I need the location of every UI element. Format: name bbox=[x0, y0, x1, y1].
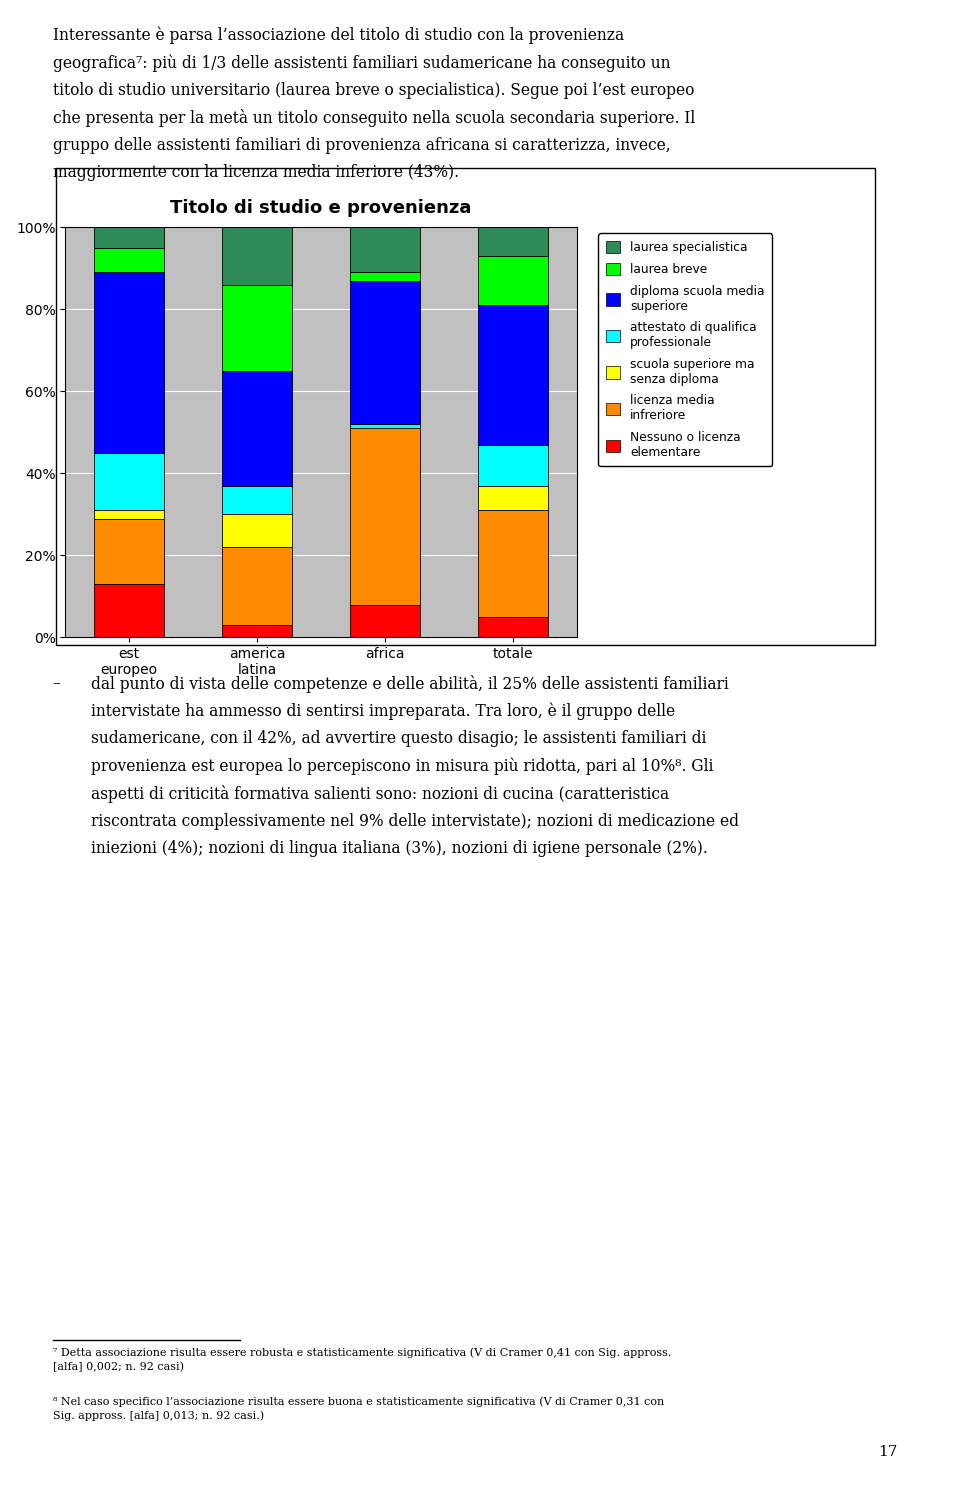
Bar bbox=[222, 486, 293, 514]
Bar bbox=[349, 424, 420, 428]
Text: ⁸ Nel caso specifico l’associazione risulta essere buona e statisticamente signi: ⁸ Nel caso specifico l’associazione risu… bbox=[53, 1397, 664, 1422]
Text: 17: 17 bbox=[878, 1446, 898, 1459]
Legend: laurea specialistica, laurea breve, diploma scuola media
superiore, attestato di: laurea specialistica, laurea breve, dipl… bbox=[598, 233, 772, 467]
Bar bbox=[478, 305, 548, 444]
Text: dal punto di vista delle competenze e delle abilità, il 25% delle assistenti fam: dal punto di vista delle competenze e de… bbox=[91, 675, 739, 856]
Bar bbox=[94, 519, 164, 584]
Bar bbox=[478, 510, 548, 617]
Bar bbox=[94, 453, 164, 510]
Bar bbox=[94, 272, 164, 453]
Bar bbox=[478, 227, 548, 256]
Bar bbox=[222, 514, 293, 547]
Bar bbox=[349, 428, 420, 605]
Bar bbox=[222, 372, 293, 486]
Bar bbox=[222, 227, 293, 285]
Bar bbox=[478, 444, 548, 486]
Bar bbox=[222, 285, 293, 372]
Text: ⁷ Detta associazione risulta essere robusta e statisticamente significativa (V d: ⁷ Detta associazione risulta essere robu… bbox=[53, 1348, 671, 1372]
Bar bbox=[349, 605, 420, 637]
Bar bbox=[349, 281, 420, 424]
Bar bbox=[94, 248, 164, 272]
Bar bbox=[349, 227, 420, 272]
Text: Interessante è parsa l’associazione del titolo di studio con la provenienza
geog: Interessante è parsa l’associazione del … bbox=[53, 27, 695, 181]
Bar bbox=[478, 617, 548, 637]
Bar bbox=[94, 510, 164, 519]
Bar bbox=[222, 547, 293, 626]
Bar bbox=[478, 256, 548, 305]
Bar bbox=[349, 272, 420, 281]
Title: Titolo di studio e provenienza: Titolo di studio e provenienza bbox=[171, 199, 471, 217]
Bar bbox=[478, 486, 548, 510]
Bar bbox=[94, 227, 164, 248]
Bar bbox=[222, 626, 293, 637]
Text: –: – bbox=[53, 675, 60, 691]
Bar bbox=[94, 584, 164, 637]
